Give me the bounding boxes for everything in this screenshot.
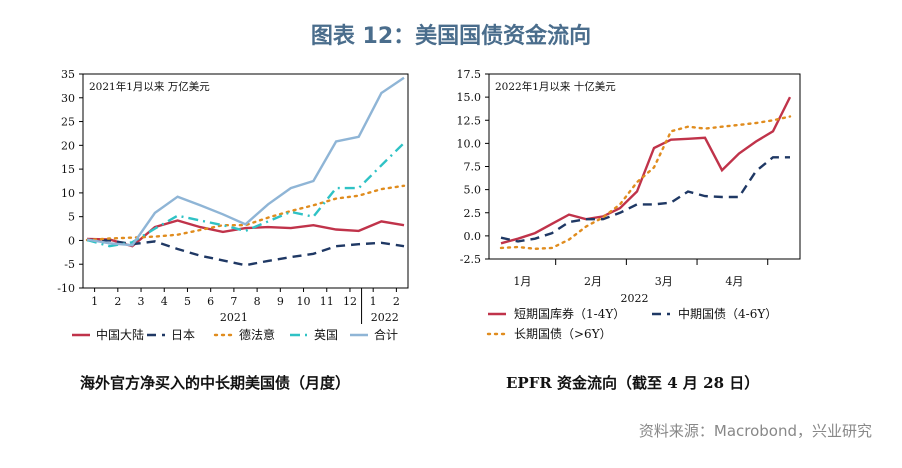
left-unit-note: 2021年1月以来 万亿美元 [89, 80, 210, 93]
right-chart-caption: EPFR 资金流向（截至 4 月 28 日） [506, 374, 760, 392]
left-legend-label: 英国 [314, 328, 338, 342]
right-legend-label: 长期国债（>6Y） [514, 327, 612, 341]
right-series-line-2 [499, 115, 792, 251]
source-note: 资料来源：Macrobond，兴业研究 [638, 422, 872, 440]
left-y-tick-label: -10 [57, 282, 75, 295]
right-legend-label: 短期国库券（1-4Y） [514, 306, 625, 321]
right-series-line-1 [500, 156, 790, 243]
right-month-label: 3月 [655, 275, 673, 288]
right-y-tick-label: 10.0 [457, 137, 482, 150]
right-y-tick-label: 15.0 [457, 91, 482, 104]
left-legend-label: 中国大陆 [96, 327, 144, 342]
left-y-tick-label: 30 [61, 92, 75, 105]
right-year-label: 2022 [621, 292, 649, 305]
left-x-tick-label: 3 [138, 295, 145, 308]
left-y-tick-label: 15 [61, 163, 75, 176]
left-legend-label: 日本 [171, 328, 195, 342]
right-month-label: 1月 [513, 275, 531, 288]
left-x-tick-label: 8 [254, 295, 261, 308]
right-y-tick-label: 2.5 [464, 207, 482, 220]
right-unit-note: 2022年1月以来 十亿美元 [495, 80, 616, 93]
left-legend-label: 合计 [374, 327, 398, 342]
left-y-tick-label: 5 [68, 211, 75, 224]
left-x-tick-label: 1 [91, 295, 98, 308]
left-series-line-0 [86, 219, 405, 248]
left-x-tick-label: 6 [207, 295, 214, 308]
left-legend-label: 德法意 [239, 327, 275, 342]
left-y-tick-label: 20 [61, 139, 75, 152]
left-x-tick-label: 11 [320, 295, 334, 308]
right-y-tick-label: 5.0 [464, 184, 482, 197]
left-x-tick-label: 2 [114, 295, 121, 308]
left-y-tick-label: -5 [64, 258, 75, 271]
left-year-label: 2022 [371, 311, 399, 324]
left-y-tick-label: 0 [68, 234, 75, 247]
left-y-tick-label: 35 [61, 68, 75, 81]
right-y-tick-label: 17.5 [457, 68, 482, 81]
left-year-label: 2021 [220, 311, 248, 324]
right-y-tick-label: 7.5 [464, 161, 482, 174]
left-x-tick-label: 7 [230, 295, 237, 308]
left-plot-frame [82, 73, 409, 289]
left-chart-caption: 海外官方净买入的中长期美国债（月度） [80, 374, 351, 392]
right-month-label: 4月 [725, 275, 743, 288]
right-y-tick-label: -2.5 [460, 253, 481, 266]
right-y-tick-label: 12.5 [457, 114, 482, 127]
left-y-tick-label: 10 [61, 187, 75, 200]
right-series-line-0 [500, 96, 792, 245]
right-legend-label: 中期国债（4-6Y） [678, 306, 777, 321]
right-month-label: 2月 [584, 275, 602, 288]
figure-title: 图表 12：美国国债资金流向 [310, 24, 592, 49]
left-x-tick-label: 2 [393, 295, 400, 308]
left-series-line-1 [86, 238, 405, 267]
right-plot-frame [488, 73, 801, 260]
left-series-line-3 [86, 142, 405, 248]
left-x-tick-label: 9 [277, 295, 284, 308]
right-y-tick-label: 0.0 [464, 230, 482, 243]
left-x-tick-label: 5 [184, 295, 191, 308]
left-x-tick-label: 10 [297, 295, 311, 308]
left-x-tick-label: 4 [161, 295, 168, 308]
left-series-line-4 [86, 76, 405, 247]
left-x-tick-label: 12 [343, 295, 357, 308]
left-y-tick-label: 25 [61, 116, 75, 129]
left-x-tick-label: 1 [370, 295, 377, 308]
